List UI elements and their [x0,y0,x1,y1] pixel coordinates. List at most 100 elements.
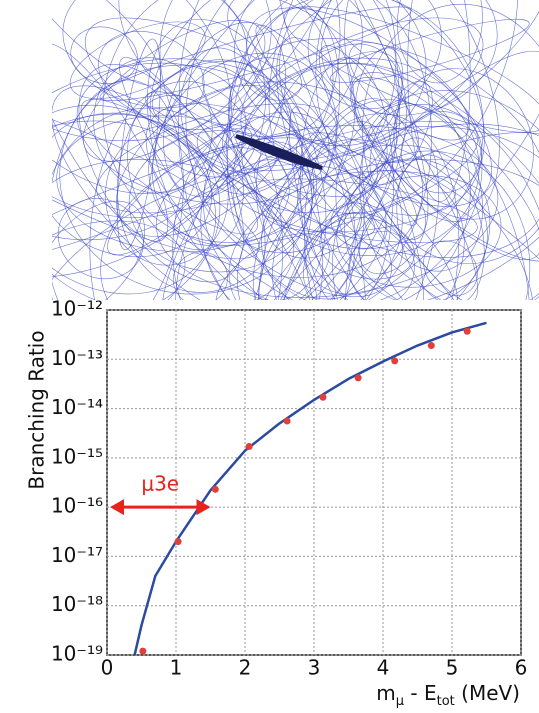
track [344,158,488,300]
track [80,98,259,235]
track [52,0,272,142]
track [96,103,337,214]
track [99,6,412,101]
track [232,63,471,300]
data-point [319,393,327,401]
data-point [354,374,362,382]
track [52,85,318,300]
track [203,57,483,300]
x-axis-label-part: μ [396,694,404,709]
data-point [174,538,182,546]
track [118,0,334,138]
track [105,125,229,266]
track [397,0,483,84]
track [361,103,483,272]
track [303,212,403,295]
x-axis-label-part: m [376,681,395,705]
data-point [427,342,435,350]
track [321,0,498,116]
x-axis-label-part: (MeV) [455,681,520,705]
data-point [211,485,219,493]
y-tick-label: 10⁻¹⁵ [51,444,103,468]
data-point [463,327,471,335]
data-point [139,647,147,655]
x-tick-label: 4 [377,656,390,680]
track [288,106,366,300]
track [100,137,403,300]
track [330,18,530,83]
track [194,146,392,298]
x-tick-label: 6 [515,656,528,680]
track [241,62,480,257]
track [260,156,404,300]
track [307,0,442,110]
x-tick-label: 2 [239,656,252,680]
track [117,59,304,293]
x-tick-label: 0 [101,656,114,680]
y-tick-label: 10⁻¹⁹ [51,642,103,666]
x-axis-label-part: - E [404,681,437,705]
track [127,95,244,251]
track [423,240,478,296]
y-tick-label: 10⁻¹⁴ [51,395,103,419]
track [260,212,362,300]
track [252,98,397,300]
track [56,115,290,253]
track [117,38,161,251]
data-point [283,417,291,425]
y-tick-label: 10⁻¹³ [51,346,103,370]
track [57,198,144,280]
curve [133,321,487,656]
track [159,0,401,214]
track [261,125,539,300]
track [299,57,394,300]
track [358,196,426,275]
track [215,233,330,300]
track [234,0,427,147]
track [401,111,483,194]
data-point [245,442,253,450]
data-point [391,357,399,365]
track [52,0,266,218]
track [369,80,433,186]
track [151,60,270,130]
track [336,175,502,288]
track [145,91,375,236]
track [185,0,400,254]
track [268,0,519,214]
track-image [52,0,539,300]
track [349,230,415,300]
track [52,164,387,300]
y-axis-label: Branching Ratio [25,330,49,489]
track [359,104,539,300]
x-tick-label: 1 [170,656,183,680]
track [52,79,184,300]
track [240,0,539,161]
x-tick-label: 3 [308,656,321,680]
track [335,90,539,300]
y-tick-label: 10⁻¹⁸ [51,592,103,616]
track [254,159,487,300]
x-axis-label-part: tot [437,694,455,709]
track [349,72,539,262]
x-tick-label: 5 [446,656,459,680]
track [173,251,228,300]
track [407,0,471,202]
track [52,200,146,300]
track [59,64,315,295]
track [161,51,403,300]
track [179,0,341,195]
y-tick-label: 10⁻¹² [51,297,103,321]
track [107,127,252,256]
target [235,134,323,170]
track [52,113,221,300]
track [258,170,465,300]
track [344,0,500,222]
track [330,202,388,249]
track [52,42,169,242]
track [69,21,206,99]
track [296,139,534,300]
track [304,99,531,300]
track [274,0,429,240]
